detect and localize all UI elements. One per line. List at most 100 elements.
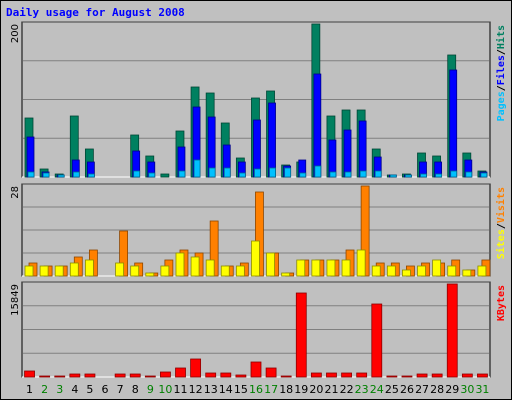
bar-kbytes-day-1 (24, 370, 35, 378)
bar-kbytes-day-12 (190, 358, 202, 378)
bar-kbytes-day-4 (69, 373, 81, 378)
x-tick-label: 16 (249, 383, 263, 396)
bar-pages-day-29 (450, 170, 458, 178)
x-tick-label: 2 (41, 383, 48, 396)
bar-pages-day-18 (284, 167, 292, 178)
x-tick-label: 4 (71, 383, 78, 396)
bar-kbytes-day-29 (446, 283, 458, 378)
bar-sites-day-18 (281, 272, 291, 277)
bar-files-day-23 (358, 120, 367, 178)
bar-kbytes-day-23 (356, 372, 368, 378)
x-tick-label: 21 (324, 383, 338, 396)
bar-kbytes-day-19 (295, 292, 307, 378)
bar-pages-day-2 (42, 172, 50, 178)
bar-kbytes-day-31 (477, 373, 488, 378)
bar-pages-day-5 (87, 173, 95, 178)
panel-kbytes-max-label: 15849 (10, 284, 21, 316)
bar-kbytes-day-8 (129, 373, 141, 378)
bar-files-day-22 (343, 129, 352, 178)
panel-kbytes-legend: KBytes (496, 285, 507, 321)
x-tick-label: 18 (279, 383, 293, 396)
legend-entry: / (496, 85, 507, 91)
bar-pages-day-17 (269, 167, 276, 178)
bar-kbytes-day-5 (84, 373, 96, 378)
legend-entry: KBytes (496, 285, 507, 321)
x-tick-label: 3 (56, 383, 63, 396)
x-tick-label: 26 (400, 383, 414, 396)
bar-kbytes-day-14 (220, 372, 232, 378)
bar-pages-day-13 (208, 167, 216, 178)
bar-pages-day-1 (27, 171, 35, 178)
bar-sites-day-9 (145, 272, 155, 277)
bar-pages-day-28 (435, 173, 443, 178)
panel-kbytes: 15849 KBytes (10, 281, 507, 378)
bar-sites-day-13 (205, 259, 215, 277)
bar-sites-day-24 (371, 265, 381, 277)
bar-sites-day-8 (130, 265, 140, 277)
bar-pages-day-27 (420, 173, 427, 178)
bar-sites-day-10 (160, 265, 170, 277)
bar-pages-day-16 (254, 168, 261, 178)
bar-pages-day-3 (57, 174, 65, 178)
bar-sites-day-22 (341, 259, 351, 277)
x-tick-label: 17 (264, 383, 278, 396)
bar-sites-day-19 (296, 259, 306, 277)
bar-kbytes-day-15 (235, 374, 247, 378)
bar-pages-day-4 (72, 171, 80, 178)
bar-pages-day-22 (344, 171, 352, 178)
bar-sites-day-14 (220, 265, 230, 277)
bar-sites-day-2 (39, 265, 49, 277)
x-tick-label: 20 (309, 383, 323, 396)
bar-sites-day-1 (24, 265, 34, 277)
bar-kbytes-day-18 (280, 375, 292, 378)
bar-kbytes-day-3 (54, 375, 66, 378)
x-tick-label: 11 (174, 383, 188, 396)
bar-pages-day-23 (359, 170, 367, 178)
bar-kbytes-day-7 (114, 373, 126, 378)
bar-files-day-21 (328, 139, 337, 178)
x-tick-label: 1 (26, 383, 33, 396)
panel-visits-legend: Sites/Visits (495, 187, 507, 259)
bar-pages-day-24 (374, 170, 382, 178)
bar-kbytes-day-13 (205, 372, 217, 378)
x-tick-label: 15 (234, 383, 248, 396)
bar-kbytes-day-22 (341, 372, 352, 378)
bar-pages-day-31 (480, 172, 488, 178)
bar-kbytes-day-26 (401, 375, 413, 378)
x-tick-label: 13 (204, 383, 218, 396)
legend-entry: / (496, 223, 507, 229)
bar-sites-day-25 (386, 265, 396, 277)
panel-visits-max-label: 28 (10, 186, 21, 199)
x-tick-label: 29 (445, 383, 459, 396)
bar-sites-day-31 (477, 265, 487, 277)
bar-kbytes-day-20 (310, 372, 322, 378)
bar-kbytes-day-25 (386, 375, 398, 378)
bar-files-day-1 (26, 136, 35, 178)
bar-kbytes-day-27 (416, 373, 428, 378)
bar-files-day-16 (253, 119, 261, 178)
bar-kbytes-day-10 (160, 371, 171, 378)
bar-pages-day-25 (389, 174, 397, 178)
bar-pages-day-19 (299, 172, 307, 178)
bar-sites-day-5 (84, 259, 94, 277)
legend-entry: Visits (495, 187, 507, 223)
bar-sites-day-27 (417, 265, 426, 277)
bar-kbytes-day-21 (326, 372, 337, 378)
x-tick-label: 10 (158, 383, 172, 396)
bar-files-day-17 (268, 102, 276, 178)
bar-sites-day-4 (69, 262, 79, 277)
bar-pages-day-14 (223, 167, 231, 178)
bar-files-day-20 (313, 73, 322, 178)
bar-sites-day-11 (175, 252, 185, 277)
bar-sites-day-28 (432, 259, 442, 277)
legend-entry: Sites (495, 229, 507, 259)
x-tick-label: 7 (117, 383, 124, 396)
bar-sites-day-15 (235, 265, 245, 277)
x-tick-label: 9 (147, 383, 154, 396)
legend-entry: / (496, 49, 507, 55)
bar-pages-day-9 (148, 172, 156, 178)
x-tick-label: 28 (430, 383, 444, 396)
bar-kbytes-day-28 (431, 373, 443, 378)
